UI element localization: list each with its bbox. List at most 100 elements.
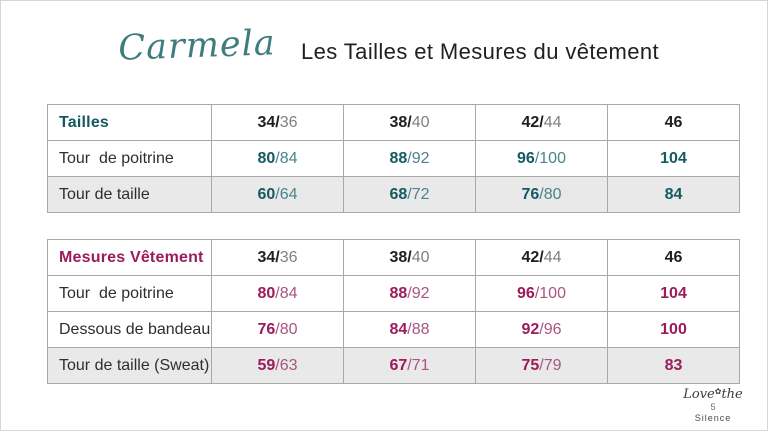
column-header-cell: 34/36 [211,239,344,276]
value-strong: 76 [521,185,540,203]
column-header-cell: 42/44 [475,104,608,141]
value-strong: 84 [664,185,683,203]
value-light: /92 [407,284,430,302]
mesures-vetement-table: Mesures Vêtement 34/36 38/40 42/44 46 Tour de… [47,239,740,384]
value-cell: 104 [607,275,740,312]
value-strong: 80 [257,149,276,167]
value-strong: 76 [257,320,276,338]
value-cell: 68/72 [343,176,476,213]
table-row: Tour de taille 60/64 68/72 76/80 84 [47,176,740,213]
value-cell: 80/84 [211,275,344,312]
value-light: /63 [275,356,298,374]
size-light: 40 [411,248,430,266]
footer-logo: Love✿the 5 Silence [671,388,755,423]
column-header-cell: 34/36 [211,104,344,141]
row-label-cell: Dessous de bandeau [47,311,212,348]
table-title-cell: Mesures Vêtement [47,239,212,276]
size-light: 36 [279,113,298,131]
size-strong: 42/ [521,248,544,266]
size-strong: 42/ [521,113,544,131]
footer-logo-silence: Silence [694,412,732,423]
size-strong: 34/ [257,113,280,131]
value-strong: 67 [389,356,408,374]
footer-logo-the: the [721,387,743,403]
row-label-cell: Tour de poitrine [47,275,212,312]
size-strong: 38/ [389,113,412,131]
table-row: Tour de poitrine 80/84 88/92 96/100 104 [47,275,740,312]
value-light: /64 [275,185,298,203]
value-light: /100 [534,149,566,167]
value-strong: 88 [389,284,408,302]
value-strong: 88 [389,149,408,167]
value-strong: 75 [521,356,540,374]
column-header-cell: 42/44 [475,239,608,276]
table-title-cell: Tailles [47,104,212,141]
value-strong: 96 [517,284,535,302]
value-cell: 88/92 [343,275,476,312]
size-light: 44 [543,248,562,266]
footer-logo-script: Love✿the [671,388,755,402]
footer-logo-love: Love [683,387,715,403]
value-light: /79 [539,356,562,374]
brand-logo-carmela: Carmela [117,23,277,69]
value-strong: 60 [257,185,276,203]
value-cell: 76/80 [211,311,344,348]
value-strong: 68 [389,185,408,203]
value-cell: 76/80 [475,176,608,213]
size-strong: 38/ [389,248,412,266]
value-cell: 100 [607,311,740,348]
table-header-row: Tailles 34/36 38/40 42/44 46 [47,104,740,141]
value-light: /100 [534,284,566,302]
column-header-cell: 38/40 [343,239,476,276]
value-cell: 59/63 [211,347,344,384]
value-light: /72 [407,185,430,203]
value-strong: 96 [517,149,535,167]
value-cell: 96/100 [475,140,608,177]
value-cell: 83 [607,347,740,384]
value-strong: 80 [257,284,276,302]
flower-icon: ✿ [714,387,722,397]
value-light: /92 [407,149,430,167]
value-strong: 84 [389,320,408,338]
value-strong: 59 [257,356,276,374]
value-cell: 88/92 [343,140,476,177]
value-light: /96 [539,320,562,338]
row-label-cell: Tour de taille [47,176,212,213]
row-label-cell: Tour de poitrine [47,140,212,177]
value-strong: 104 [660,149,687,167]
size-light: 44 [543,113,562,131]
value-light: /80 [539,185,562,203]
row-label-cell: Tour de taille (Sweat) [47,347,212,384]
size-strong: 34/ [257,248,280,266]
value-light: /80 [275,320,298,338]
value-cell: 75/79 [475,347,608,384]
table-row: Tour de poitrine 80/84 88/92 96/100 104 [47,140,740,177]
table-row: Dessous de bandeau 76/80 84/88 92/96 100 [47,311,740,348]
column-header-cell: 46 [607,239,740,276]
size-strong: 46 [664,248,683,266]
value-cell: 80/84 [211,140,344,177]
value-cell: 60/64 [211,176,344,213]
value-cell: 104 [607,140,740,177]
size-strong: 46 [664,113,683,131]
value-light: /88 [407,320,430,338]
size-light: 40 [411,113,430,131]
value-cell: 84 [607,176,740,213]
value-light: /84 [275,149,298,167]
table-row: Tour de taille (Sweat) 59/63 67/71 75/79 83 [47,347,740,384]
value-cell: 92/96 [475,311,608,348]
size-light: 36 [279,248,298,266]
page-number: 5 [710,402,716,413]
value-light: /71 [407,356,430,374]
column-header-cell: 38/40 [343,104,476,141]
value-cell: 84/88 [343,311,476,348]
value-strong: 104 [660,284,687,302]
value-strong: 92 [521,320,540,338]
column-header-cell: 46 [607,104,740,141]
table-header-row: Mesures Vêtement 34/36 38/40 42/44 46 [47,239,740,276]
value-strong: 100 [660,320,687,338]
page-title: Les Tailles et Mesures du vêtement [301,39,660,64]
tailles-table: Tailles 34/36 38/40 42/44 46 Tour de poitrine… [47,104,740,213]
value-cell: 96/100 [475,275,608,312]
